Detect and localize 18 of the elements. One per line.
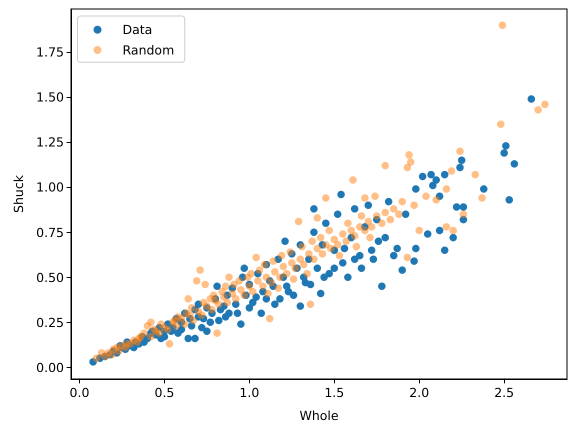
x-tick-label: 1.0 xyxy=(239,385,260,400)
y-tick-label: 0.50 xyxy=(36,270,64,285)
x-axis-title: Whole xyxy=(299,408,339,423)
legend-label: Data xyxy=(122,22,152,38)
y-tick-label: 1.25 xyxy=(36,134,64,150)
y-tick-label: 1.75 xyxy=(36,44,64,60)
x-tick-label: 2.5 xyxy=(494,385,514,400)
y-tick-label: 0.75 xyxy=(36,224,64,240)
legend-label: Random xyxy=(122,42,174,58)
y-tick-label: 1.50 xyxy=(36,90,64,105)
x-tick-label: 1.5 xyxy=(324,385,344,400)
x-tick-label: 0.5 xyxy=(154,385,174,400)
y-tick-label: 0.25 xyxy=(36,314,64,330)
x-tick-label: 2.0 xyxy=(409,385,430,400)
x-tick-label: 0.0 xyxy=(70,385,90,400)
y-tick-label: 1.00 xyxy=(36,180,64,195)
y-axis-title: Shuck xyxy=(11,174,26,213)
y-tick-label: 0.00 xyxy=(36,360,64,375)
